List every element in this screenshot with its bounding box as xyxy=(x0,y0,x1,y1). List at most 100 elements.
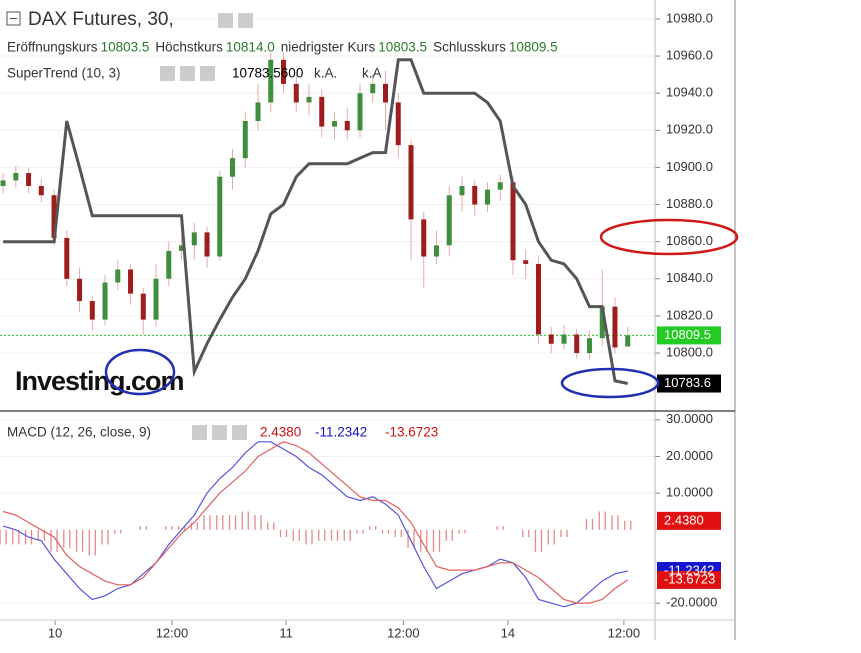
last-price-tag-box xyxy=(657,326,721,345)
series-tag-box xyxy=(657,570,721,589)
ohlc-label: niedrigster Kurs xyxy=(281,40,376,55)
x-tick-label: 12:00 xyxy=(387,625,420,640)
candle-body xyxy=(64,237,70,279)
series-tag: -13.6723 xyxy=(664,571,715,586)
candle-body xyxy=(153,278,159,320)
candle-body xyxy=(293,83,299,103)
candle-body xyxy=(128,269,134,294)
indicator-extra: k.A. xyxy=(314,66,337,81)
indicator-tag: 10783.6 xyxy=(664,375,711,390)
candle-body xyxy=(357,93,363,131)
candle-body xyxy=(484,189,490,205)
y-tick-label: 10900.0 xyxy=(666,159,713,174)
text-layer: DAX Futures, 30, SuperTrend (10, 3) 1078… xyxy=(6,9,717,640)
x-tick-label: 14 xyxy=(501,625,515,640)
x-tick-label: 11 xyxy=(279,625,293,640)
candle-body xyxy=(599,306,605,339)
annotation-ellipse xyxy=(599,218,739,256)
y-tick-label: 10880.0 xyxy=(666,196,713,211)
candle-body xyxy=(625,335,631,347)
candle-body xyxy=(472,185,478,205)
candle-body xyxy=(395,102,401,146)
candle-body xyxy=(433,245,439,257)
x-tick-label: 12:00 xyxy=(608,625,641,640)
grid-layer xyxy=(0,18,660,625)
candle-body xyxy=(51,195,57,238)
candle-body xyxy=(586,338,592,354)
y-tick-label: 20.0000 xyxy=(666,448,713,463)
candle-body xyxy=(204,232,210,257)
candle-body xyxy=(230,158,236,177)
candle-body xyxy=(268,59,274,103)
x-tick-label: 10 xyxy=(48,625,62,640)
y-tick-label: 10.0000 xyxy=(666,485,713,500)
candle-body xyxy=(26,172,32,186)
histogram-tag-box xyxy=(657,511,721,530)
candle-body xyxy=(612,306,618,348)
annotation-ellipse xyxy=(104,348,176,396)
candle-body xyxy=(102,282,108,320)
candle-body xyxy=(497,182,503,190)
macd-title: MACD (12, 26, close, 9) xyxy=(7,425,151,440)
settings-icon[interactable] xyxy=(232,425,247,440)
settings-icon[interactable] xyxy=(212,425,227,440)
x-tick-label: 12:00 xyxy=(156,625,189,640)
collapse-icon[interactable] xyxy=(6,11,21,26)
candle-body xyxy=(115,269,121,283)
candle-body xyxy=(217,176,223,257)
candle-body xyxy=(332,121,338,127)
candle-body xyxy=(446,195,452,246)
candle-body xyxy=(242,121,248,159)
y-tick-label: 10800.0 xyxy=(666,344,713,359)
candle-body xyxy=(383,83,389,103)
candle-body xyxy=(281,59,287,84)
candle-body xyxy=(523,260,529,264)
indicator-name: SuperTrend (10, 3) xyxy=(7,66,121,81)
ohlc-value: 10809.5 xyxy=(509,40,558,55)
candle-body xyxy=(344,121,350,131)
y-tick-label: 10960.0 xyxy=(666,47,713,62)
y-tick-label: -20.0000 xyxy=(666,595,717,610)
candle-body xyxy=(306,96,312,103)
candle-body xyxy=(255,102,261,122)
candle-body xyxy=(191,232,197,246)
chart-title: DAX Futures, 30, xyxy=(28,9,174,30)
settings-icon[interactable] xyxy=(192,425,207,440)
series-line xyxy=(2,441,629,604)
y-tick-label: 10840.0 xyxy=(666,270,713,285)
signal-value: -13.6723 xyxy=(385,425,438,440)
y-tick-label: 10820.0 xyxy=(666,307,713,322)
ohlc-label: Eröffnungskurs xyxy=(7,40,98,55)
candle-body xyxy=(13,172,19,181)
series-line xyxy=(3,58,629,385)
settings-icon[interactable] xyxy=(200,66,215,81)
y-tick-label: 10860.0 xyxy=(666,233,713,248)
macd-hist-value: 2.4380 xyxy=(260,425,301,440)
candle-body xyxy=(408,145,414,220)
y-tick-label: 30.0000 xyxy=(666,411,713,426)
ohlc-value: 10803.5 xyxy=(101,40,150,55)
settings-icon[interactable] xyxy=(160,66,175,81)
candle-body xyxy=(561,334,567,344)
candle-body xyxy=(535,263,541,335)
marks-layer xyxy=(0,52,721,608)
candle-body xyxy=(140,293,146,320)
candle-body xyxy=(574,334,580,354)
settings-icon[interactable] xyxy=(238,13,253,28)
settings-icon[interactable] xyxy=(218,13,233,28)
candle-body xyxy=(421,219,427,257)
candle-body xyxy=(38,185,44,196)
histogram-tag: 2.4380 xyxy=(664,512,704,527)
candle-body xyxy=(179,245,185,251)
indicator-tag-box xyxy=(657,374,721,393)
candle-body xyxy=(319,96,325,127)
series-tag: -11.2342 xyxy=(664,562,714,577)
settings-icon[interactable] xyxy=(180,66,195,81)
macd-value: -11.2342 xyxy=(315,425,367,440)
candle-body xyxy=(459,185,465,196)
ohlc-label: Höchstkurs xyxy=(155,40,223,55)
ohlc-label: Schlusskurs xyxy=(433,40,506,55)
candle-body xyxy=(77,278,83,302)
